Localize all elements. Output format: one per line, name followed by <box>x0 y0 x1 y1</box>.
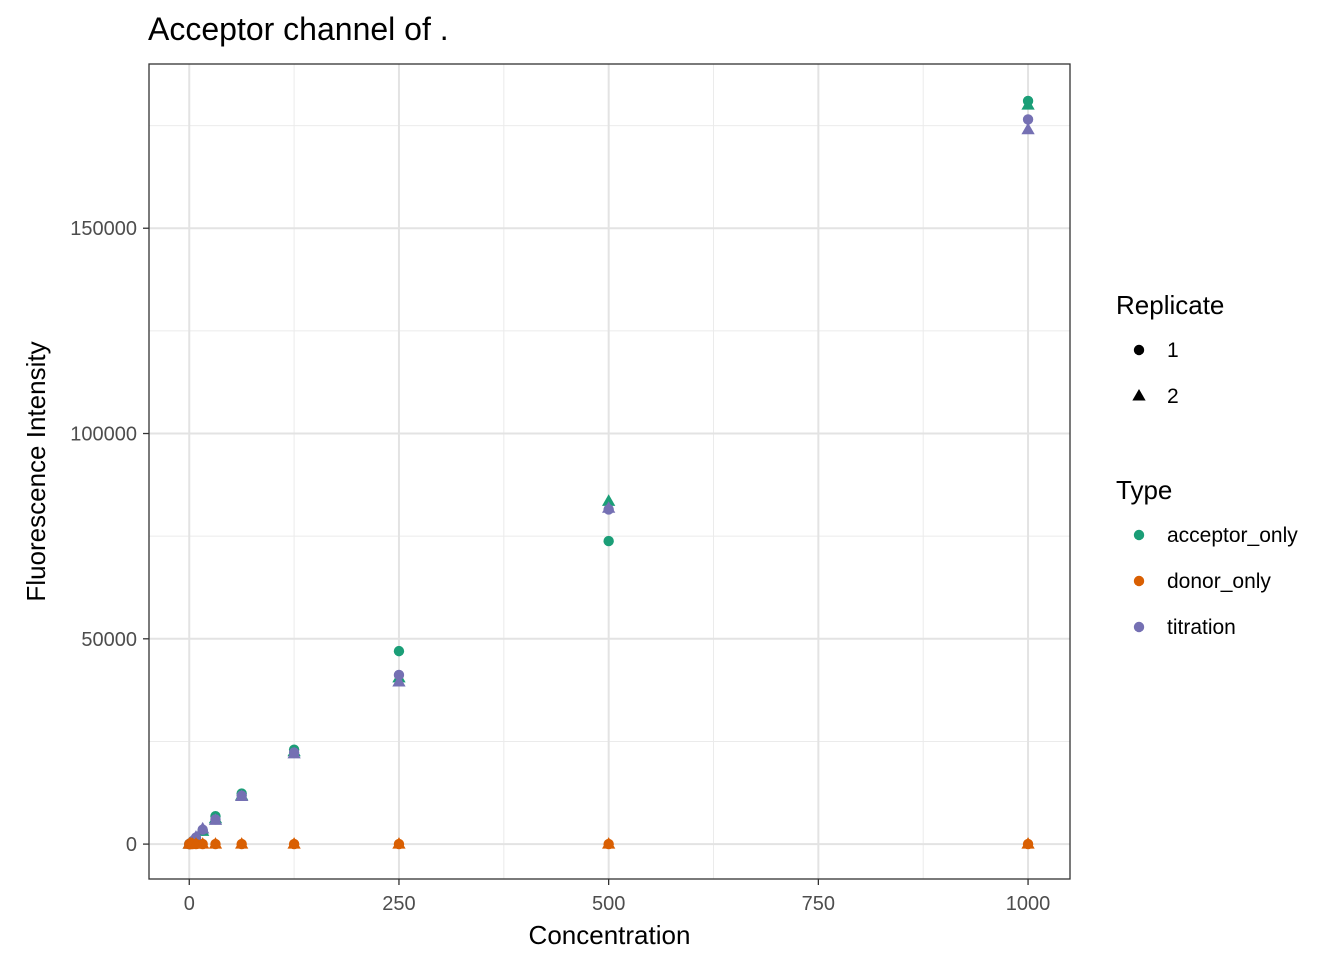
y-tick-label: 50000 <box>81 629 137 651</box>
x-tick-label: 500 <box>592 893 625 915</box>
chart-title: Acceptor channel of . <box>148 11 449 47</box>
data-points <box>182 95 1035 850</box>
legend-type-items: acceptor_only donor_only titration <box>1133 524 1298 639</box>
data-point-titration-rep1 <box>1022 114 1034 125</box>
y-axis-title: Fluorescence Intensity <box>21 341 51 601</box>
legend-type-label: donor_only <box>1167 570 1271 593</box>
y-tick-label: 100000 <box>70 424 137 446</box>
data-point-titration-rep2 <box>235 789 249 802</box>
data-point-donor_only-rep2 <box>235 837 249 849</box>
legend-replicate-items: 12 <box>1132 339 1179 408</box>
data-point-titration-rep2 <box>196 821 210 834</box>
data-point-acceptor_only-rep1 <box>603 535 614 547</box>
data-point-donor_only-rep2 <box>602 837 616 849</box>
data-point-donor_only-rep2 <box>392 837 406 849</box>
y-tick-label: 150000 <box>70 218 137 240</box>
legend-type-key <box>1133 529 1145 541</box>
data-point-titration-rep2 <box>208 813 223 825</box>
data-point-titration-rep2 <box>602 501 616 513</box>
legend-type-key <box>1133 621 1145 633</box>
legend-replicate-label: 2 <box>1167 385 1179 408</box>
data-point-donor_only-rep2 <box>1021 837 1035 849</box>
legend-replicate-key <box>1132 389 1146 401</box>
data-point-titration-rep2 <box>1021 122 1035 135</box>
x-axis: 0 250 500 750 1000 <box>184 879 1051 915</box>
x-tick-label: 250 <box>382 893 415 915</box>
x-tick-label: 0 <box>184 893 195 915</box>
y-axis: 0 50000 100000 150000 <box>70 218 149 856</box>
legend: Replicate 12 Type acceptor_onlydonor_onl… <box>1116 290 1298 639</box>
y-tick-label: 0 <box>126 834 137 856</box>
data-point-acceptor_only-rep2 <box>602 494 616 506</box>
legend-type-key <box>1133 575 1145 587</box>
legend-replicate-key <box>1133 344 1145 356</box>
x-axis-title: Concentration <box>529 920 691 950</box>
data-point-acceptor_only-rep2 <box>1021 98 1035 110</box>
x-tick-label: 750 <box>802 893 835 915</box>
legend-replicate-label: 1 <box>1167 339 1179 362</box>
data-point-donor_only-rep2 <box>287 837 301 849</box>
legend-type-label: acceptor_only <box>1167 524 1298 547</box>
data-point-titration-rep2 <box>287 746 301 759</box>
data-point-titration-rep2 <box>392 674 406 687</box>
panel-border <box>148 63 1071 880</box>
legend-type-title: Type <box>1116 475 1172 505</box>
plot-panel <box>148 63 1071 880</box>
data-point-acceptor_only-rep1 <box>393 645 405 657</box>
legend-type-label: titration <box>1167 616 1236 639</box>
data-point-donor_only-rep2 <box>196 837 210 849</box>
data-point-donor_only-rep2 <box>208 837 223 849</box>
x-tick-label: 1000 <box>1006 893 1051 915</box>
legend-replicate-title: Replicate <box>1116 290 1224 320</box>
